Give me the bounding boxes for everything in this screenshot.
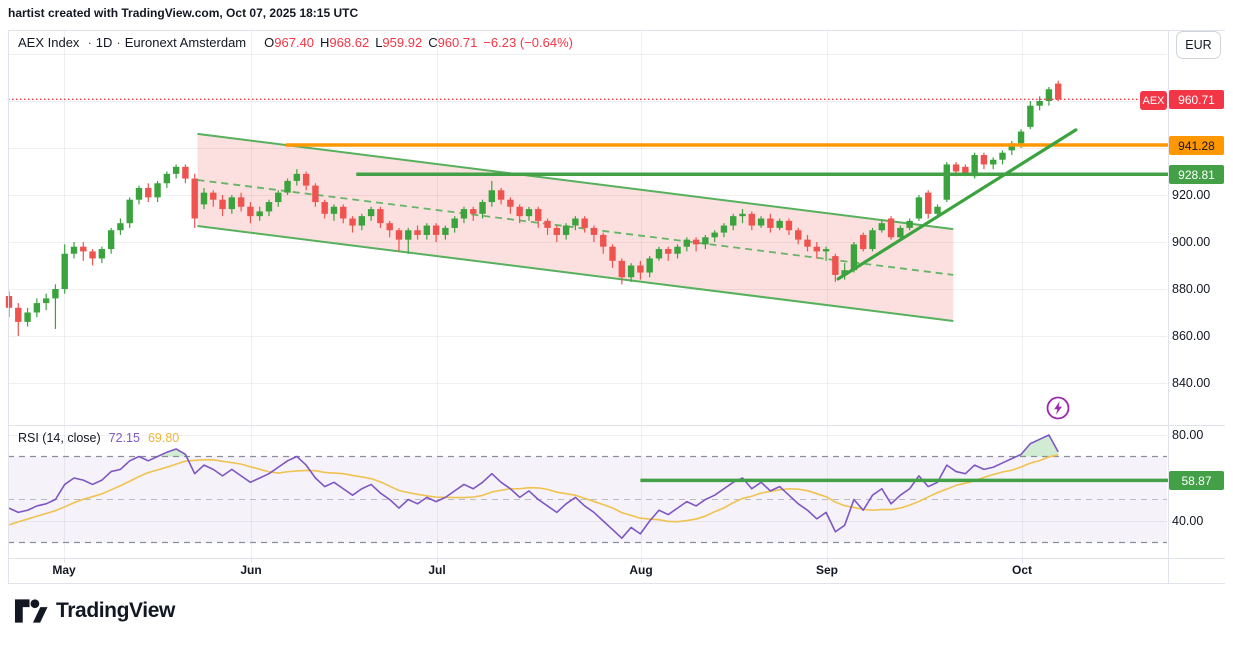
time-axis[interactable] bbox=[8, 559, 1168, 583]
candles-layer bbox=[5, 80, 1062, 336]
change-value: −6.23 (−0.64%) bbox=[483, 35, 573, 50]
flash-event-marker[interactable] bbox=[1045, 395, 1071, 421]
rsi-value: 72.15 bbox=[108, 431, 140, 445]
close-value: 960.71 bbox=[437, 35, 478, 50]
trend-line bbox=[836, 128, 1078, 281]
tradingview-logo-icon bbox=[14, 599, 48, 623]
rsi-title: RSI (14, close) bbox=[18, 431, 101, 445]
high-value: 968.62 bbox=[329, 35, 370, 50]
tradingview-logo[interactable]: TradingView bbox=[14, 598, 175, 624]
last-price-symbol-badge: AEX bbox=[1140, 91, 1167, 110]
rsi-ma-line bbox=[8, 453, 1059, 526]
month-label: Sep bbox=[815, 563, 839, 577]
attribution-text: hartist created with TradingView.com, Oc… bbox=[8, 6, 359, 20]
currency-button[interactable]: EUR bbox=[1176, 31, 1221, 59]
price-tick: 860.00 bbox=[1172, 329, 1211, 343]
brand-text: TradingView bbox=[56, 599, 175, 622]
symbol-name[interactable]: AEX Index bbox=[18, 35, 80, 50]
price-tick: 920.00 bbox=[1172, 188, 1211, 202]
symbol-legend: AEX Index · 1D · Euronext Amsterdam O967.40 H9… bbox=[18, 35, 573, 50]
price-tick: 880.00 bbox=[1172, 282, 1211, 296]
exchange-label: Euronext Amsterdam bbox=[124, 35, 247, 50]
month-label: Jun bbox=[240, 563, 262, 577]
last-price-badge: 960.71 bbox=[1169, 90, 1224, 109]
month-label: Jul bbox=[428, 563, 446, 577]
support-price-badge: 928.81 bbox=[1169, 165, 1224, 184]
rsi-tick: 80.00 bbox=[1172, 428, 1204, 442]
rsi-support-badge: 58.87 bbox=[1169, 471, 1224, 490]
rsi-smooth-value: 69.80 bbox=[147, 431, 180, 445]
rsi-legend: RSI (14, close) 72.15 69.80 bbox=[18, 431, 179, 445]
legend-separator: · bbox=[116, 35, 121, 50]
lightning-icon bbox=[1046, 396, 1070, 420]
open-label: O bbox=[264, 35, 275, 50]
month-label: Aug bbox=[629, 563, 653, 577]
price-tick: 840.00 bbox=[1172, 376, 1211, 390]
low-value: 959.92 bbox=[382, 35, 423, 50]
rsi-tick: 40.00 bbox=[1172, 514, 1204, 528]
pane-borders bbox=[8, 30, 1225, 584]
rsi-line bbox=[8, 434, 1059, 540]
open-value: 967.40 bbox=[274, 35, 315, 50]
resistance-price-badge: 941.28 bbox=[1169, 136, 1224, 155]
month-label: Oct bbox=[1011, 563, 1033, 577]
low-label: L bbox=[375, 35, 383, 50]
price-tick: 900.00 bbox=[1172, 235, 1211, 249]
month-label: May bbox=[52, 563, 76, 577]
close-label: C bbox=[428, 35, 438, 50]
high-label: H bbox=[320, 35, 330, 50]
interval-label[interactable]: 1D bbox=[95, 35, 113, 50]
legend-separator: · bbox=[87, 35, 92, 50]
